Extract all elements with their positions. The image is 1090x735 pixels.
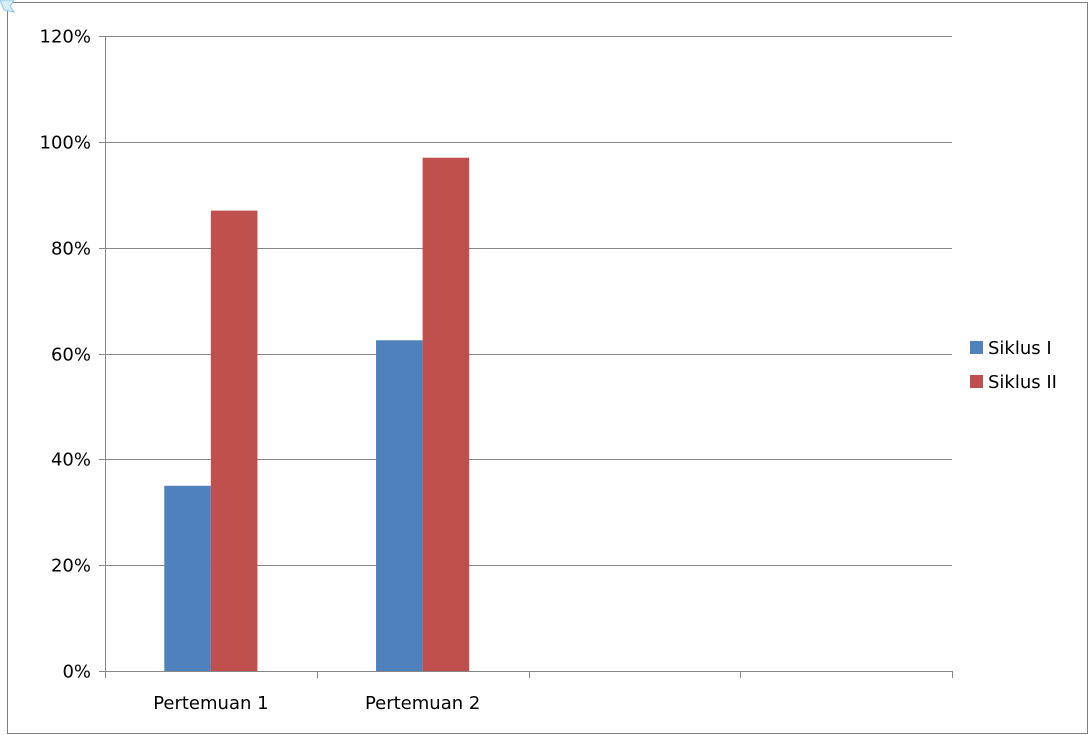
- x-tick-label: Pertemuan 2: [365, 693, 480, 714]
- bars: [164, 157, 470, 672]
- axes: [99, 36, 953, 678]
- bar-siklus-ii: [422, 157, 470, 672]
- bar-siklus-i: [376, 340, 423, 671]
- legend-swatch: [970, 341, 983, 354]
- legend-label: Siklus II: [988, 372, 1057, 393]
- y-tick-label: 40%: [51, 450, 91, 471]
- y-tick-label: 60%: [51, 345, 91, 366]
- legend-label: Siklus I: [988, 338, 1052, 359]
- bar-siklus-ii: [210, 210, 258, 671]
- y-tick-label: 20%: [51, 556, 91, 577]
- corner-mark-icon: [0, 0, 16, 13]
- x-tick-label: Pertemuan 1: [153, 693, 268, 714]
- y-tick-label: 120%: [40, 27, 91, 48]
- y-tick-label: 100%: [40, 133, 91, 154]
- y-tick-label: 80%: [51, 239, 91, 260]
- x-tick-labels: Pertemuan 1 Pertemuan 2: [153, 693, 480, 714]
- y-tick-labels: 0% 20% 40% 60% 80% 100% 120%: [40, 27, 91, 683]
- legend: Siklus I Siklus II: [970, 338, 1057, 393]
- bar-siklus-i: [164, 485, 211, 671]
- legend-swatch: [970, 375, 983, 388]
- y-tick-label: 0%: [62, 662, 91, 683]
